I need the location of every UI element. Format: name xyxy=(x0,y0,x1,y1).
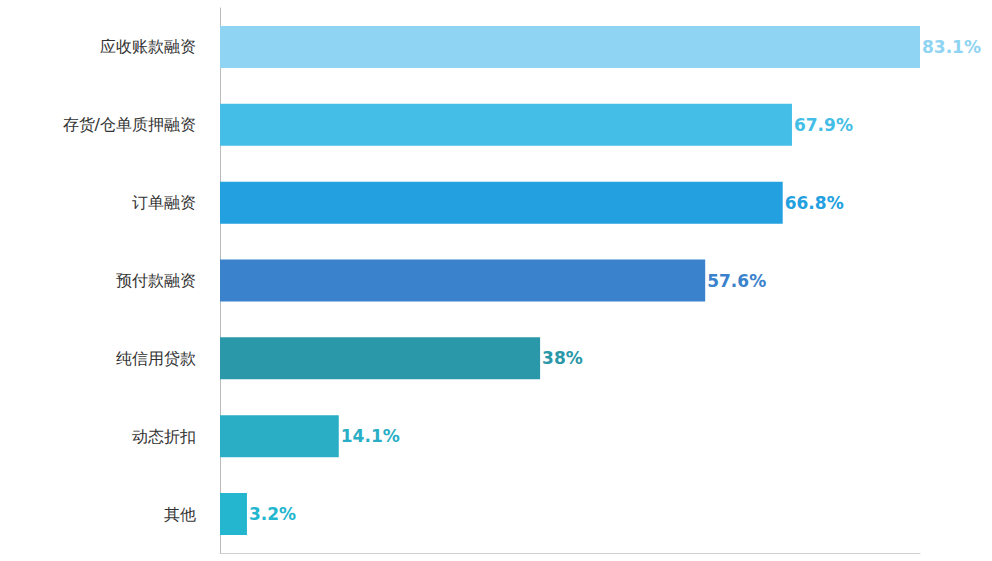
svg-text:83.1%: 83.1% xyxy=(922,37,981,57)
svg-text:67.9%: 67.9% xyxy=(794,115,853,135)
svg-text:动态折扣: 动态折扣 xyxy=(132,427,196,446)
svg-text:14.1%: 14.1% xyxy=(341,426,400,446)
svg-text:订单融资: 订单融资 xyxy=(132,193,196,212)
svg-text:存货/仓单质押融资: 存货/仓单质押融资 xyxy=(63,115,196,134)
svg-text:预付款融资: 预付款融资 xyxy=(116,271,196,290)
svg-text:66.8%: 66.8% xyxy=(785,193,844,213)
svg-text:3.2%: 3.2% xyxy=(249,504,296,524)
svg-text:其他: 其他 xyxy=(164,505,196,524)
svg-text:38%: 38% xyxy=(542,348,583,368)
svg-text:纯信用贷款: 纯信用贷款 xyxy=(116,349,196,368)
svg-text:57.6%: 57.6% xyxy=(707,271,766,291)
svg-text:应收账款融资: 应收账款融资 xyxy=(100,37,196,56)
